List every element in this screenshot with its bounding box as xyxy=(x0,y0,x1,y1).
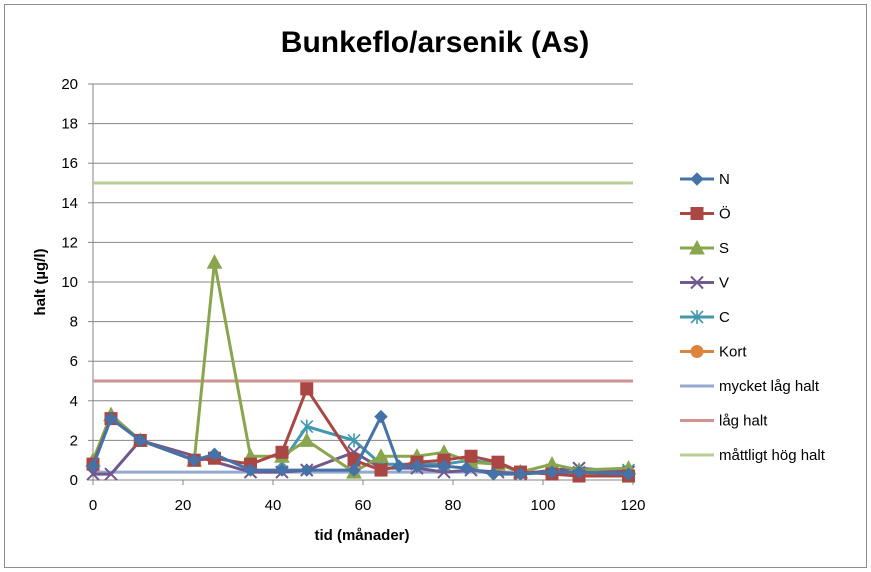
legend-item: V xyxy=(680,275,729,292)
chart-frame xyxy=(4,4,867,568)
data-point xyxy=(374,409,388,424)
y-tick-label: 18 xyxy=(61,116,78,133)
legend-marker xyxy=(690,172,704,186)
x-tick-label: 120 xyxy=(620,497,645,514)
y-tick-label: 6 xyxy=(70,353,78,370)
legend-label: C xyxy=(719,309,730,326)
legend-label: Ö xyxy=(719,205,731,223)
y-tick-label: 16 xyxy=(61,155,78,172)
legend-item: C xyxy=(680,309,730,326)
legend-marker xyxy=(690,207,704,220)
legend-marker xyxy=(690,345,704,358)
legend-label: måttligt hög halt xyxy=(719,447,826,464)
legend-item: mycket låg halt xyxy=(680,378,820,395)
data-point xyxy=(437,459,451,473)
x-tick-label: 20 xyxy=(175,497,192,514)
x-tick-label: 0 xyxy=(89,497,97,514)
data-point xyxy=(206,254,223,269)
x-axis-label: tid (månader) xyxy=(314,527,409,544)
data-point xyxy=(410,459,424,473)
legend-item: låg halt xyxy=(680,413,768,430)
data-point xyxy=(464,449,478,463)
data-point xyxy=(300,382,314,396)
data-point xyxy=(347,463,361,477)
data-point xyxy=(545,465,559,479)
y-tick-label: 20 xyxy=(61,76,78,93)
legend-marker xyxy=(690,310,704,324)
data-point xyxy=(621,467,636,481)
series-line xyxy=(91,387,629,478)
y-tick-label: 8 xyxy=(70,314,78,331)
data-point xyxy=(104,411,118,426)
data-point xyxy=(298,432,315,447)
legend-label: mycket låg halt xyxy=(719,378,820,395)
y-tick-label: 14 xyxy=(61,195,78,212)
data-point xyxy=(374,463,388,477)
data-point xyxy=(373,448,389,463)
y-tick-label: 12 xyxy=(61,234,78,251)
data-point xyxy=(347,433,361,448)
data-point xyxy=(275,463,289,477)
data-point xyxy=(207,447,222,461)
data-point xyxy=(133,433,147,448)
y-tick-label: 10 xyxy=(61,274,78,291)
data-point xyxy=(513,467,528,481)
legend-item: N xyxy=(680,171,730,188)
legend-label: N xyxy=(719,171,730,188)
legend-item: S xyxy=(680,239,729,257)
legend-label: låg halt xyxy=(719,413,768,430)
legend-label: S xyxy=(719,240,729,257)
data-point xyxy=(392,459,406,473)
legend-marker xyxy=(690,275,704,290)
legend-item: Ö xyxy=(680,205,731,223)
legend-item: måttligt hög halt xyxy=(680,447,826,464)
data-point xyxy=(300,463,314,477)
data-point xyxy=(459,461,474,475)
data-point xyxy=(572,465,586,479)
chart-title: Bunkeflo/arsenik (As) xyxy=(281,26,589,59)
x-tick-label: 100 xyxy=(530,497,555,514)
legend-label: Kort xyxy=(719,344,747,361)
data-point xyxy=(187,453,201,467)
y-tick-label: 4 xyxy=(70,393,78,410)
data-point xyxy=(104,467,118,481)
legend-item: Kort xyxy=(680,344,747,361)
data-point xyxy=(491,455,505,469)
y-tick-label: 0 xyxy=(70,472,78,489)
data-point xyxy=(86,459,100,473)
y-tick-label: 2 xyxy=(70,432,78,449)
y-axis-label: halt (µg/l) xyxy=(32,249,49,316)
series-n xyxy=(86,409,636,481)
legend-label: V xyxy=(719,275,729,292)
x-tick-label: 60 xyxy=(355,497,372,514)
x-tick-label: 80 xyxy=(445,497,462,514)
x-tick-label: 40 xyxy=(265,497,282,514)
data-point xyxy=(275,445,289,459)
legend-marker xyxy=(689,239,705,255)
data-point xyxy=(486,467,501,481)
data-point xyxy=(300,419,314,434)
data-point xyxy=(243,463,258,477)
